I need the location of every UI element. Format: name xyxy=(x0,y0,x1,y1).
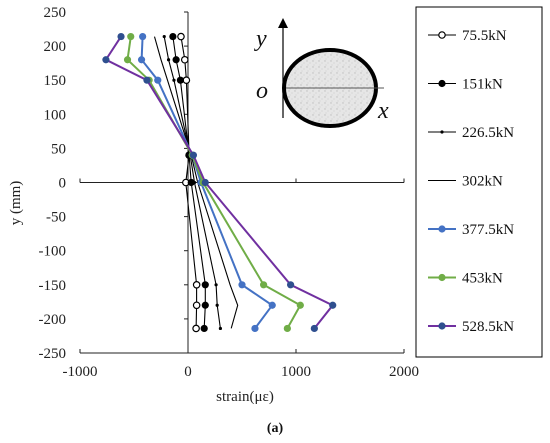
y-axis-title: y (mm) xyxy=(8,181,24,226)
data-point xyxy=(154,76,162,84)
legend-item: 226.5kN xyxy=(428,125,514,141)
data-point xyxy=(200,324,208,333)
legend-label: 453kN xyxy=(462,271,503,287)
legend-label: 226.5kN xyxy=(462,125,514,141)
data-point xyxy=(438,273,446,282)
data-point xyxy=(189,151,197,159)
data-point xyxy=(192,324,200,333)
legend-label: 151kN xyxy=(462,77,503,93)
y-tick-label: -150 xyxy=(39,278,67,294)
cross-section-inset: y x o xyxy=(254,18,389,128)
data-point xyxy=(180,55,189,64)
legend-item: 453kN xyxy=(428,271,503,287)
data-point xyxy=(172,56,180,64)
data-point xyxy=(127,32,135,41)
data-point xyxy=(102,56,110,64)
legend-label: 377.5kN xyxy=(462,222,514,238)
data-point xyxy=(166,58,171,62)
data-point xyxy=(187,178,195,187)
legend-label: 302kN xyxy=(462,174,503,190)
y-tick-label: 50 xyxy=(51,141,66,157)
legend-item: 151kN xyxy=(428,77,503,93)
data-point xyxy=(201,281,209,289)
legend-label: 528.5kN xyxy=(462,319,514,335)
data-point xyxy=(238,281,246,289)
x-tick-label: 1000 xyxy=(281,364,311,380)
data-point xyxy=(268,301,276,309)
data-point xyxy=(438,31,446,39)
x-tick-label: -1000 xyxy=(63,364,98,380)
data-point xyxy=(218,326,222,331)
data-point xyxy=(177,32,185,41)
data-point xyxy=(214,283,218,287)
inset-x-label: x xyxy=(377,98,389,124)
series-528.5kN xyxy=(102,32,337,333)
data-point xyxy=(438,225,446,233)
y-tick-label: 100 xyxy=(44,107,67,123)
legend-item: 377.5kN xyxy=(428,222,514,238)
inset-y-arrow-icon xyxy=(278,18,288,28)
data-point xyxy=(438,79,446,88)
series-302kN xyxy=(153,36,239,329)
data-point xyxy=(192,180,197,185)
data-point xyxy=(310,324,318,333)
data-point xyxy=(201,301,209,309)
data-point xyxy=(296,301,304,309)
inset-origin-label: o xyxy=(256,78,268,104)
series-layer xyxy=(102,32,337,333)
x-axis-title: strain(με) xyxy=(216,389,274,405)
data-point xyxy=(172,78,176,82)
y-tick-label: -50 xyxy=(46,210,66,226)
inset-y-label: y xyxy=(254,26,267,52)
data-point xyxy=(162,34,166,39)
data-point xyxy=(287,281,295,289)
data-point xyxy=(201,178,209,187)
data-point xyxy=(440,130,444,134)
data-point xyxy=(192,280,201,289)
y-tick-label: 250 xyxy=(44,5,67,21)
series-226.5kN xyxy=(162,34,222,331)
data-point xyxy=(182,76,191,85)
data-point xyxy=(123,56,132,64)
legend-label: 75.5kN xyxy=(462,28,507,44)
data-point xyxy=(143,76,151,84)
tick-labels: -250 -200 -150 -100 -50 0 50 100 150 200 250 -1000 0… xyxy=(39,5,420,380)
series-75.5kN xyxy=(177,32,201,333)
data-point xyxy=(176,76,185,84)
series-line xyxy=(163,36,221,329)
y-tick-label: -250 xyxy=(39,346,67,362)
y-tick-label: 150 xyxy=(44,73,67,89)
data-point xyxy=(192,301,201,310)
data-point xyxy=(251,324,259,333)
series-line xyxy=(153,36,239,329)
x-tick-label: 2000 xyxy=(389,364,419,380)
legend-item: 75.5kN xyxy=(428,28,507,44)
data-point xyxy=(329,301,337,309)
series-line xyxy=(104,36,335,330)
y-tick-label: 200 xyxy=(44,39,67,55)
legend-item: 528.5kN xyxy=(428,319,514,335)
x-tick-label: 0 xyxy=(184,364,192,380)
data-point xyxy=(215,303,219,307)
data-point xyxy=(283,324,291,333)
data-point xyxy=(260,281,268,289)
data-point xyxy=(137,56,146,64)
data-point xyxy=(438,322,446,330)
figure-caption: (a) xyxy=(267,421,284,436)
series-line xyxy=(126,36,302,329)
data-point xyxy=(169,32,177,41)
data-point xyxy=(117,32,125,41)
legend-box xyxy=(415,6,543,358)
y-tick-label: -200 xyxy=(39,312,67,328)
y-tick-label: 0 xyxy=(59,176,67,192)
legend: 75.5kN 151kN 226.5kN 302kN 377.5kN 453kN 528.5… xyxy=(428,28,514,335)
legend-item: 302kN xyxy=(428,174,503,190)
y-tick-label: -100 xyxy=(39,244,67,260)
data-point xyxy=(139,32,147,41)
